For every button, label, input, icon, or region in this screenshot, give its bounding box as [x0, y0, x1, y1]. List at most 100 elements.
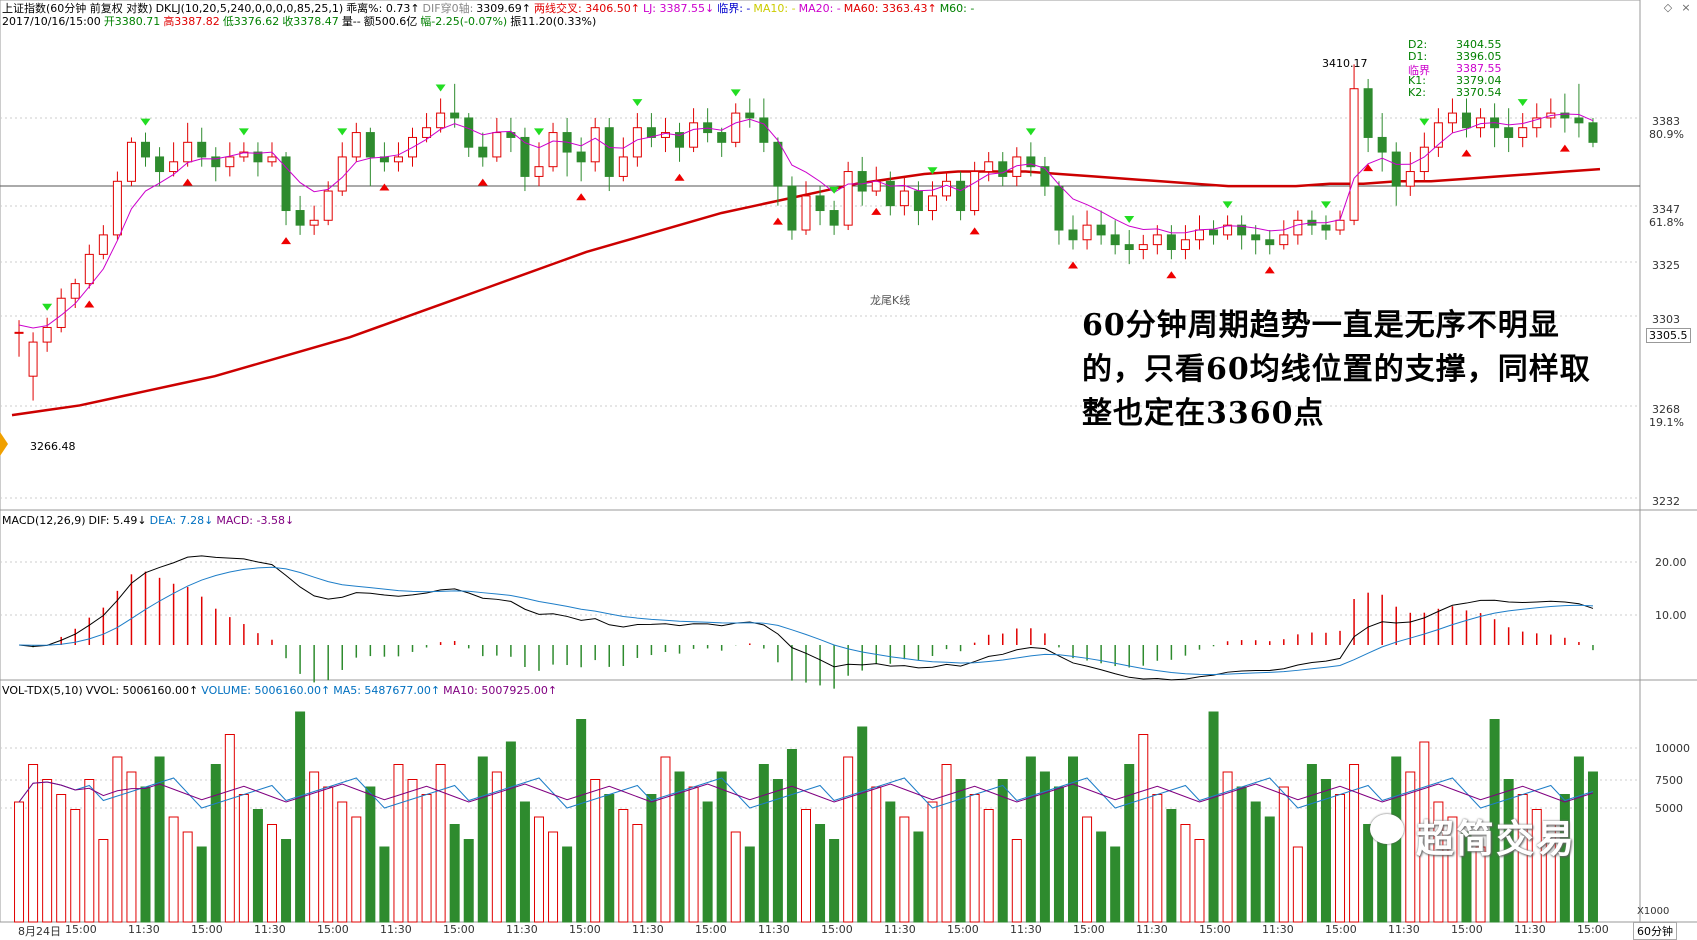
candle-body: [1321, 224, 1331, 231]
timeframe-label[interactable]: 60分钟: [1633, 922, 1677, 940]
restore-icon[interactable]: ◇: [1663, 1, 1673, 14]
candle-body: [1293, 219, 1303, 236]
buy-signal-icon: [674, 173, 685, 181]
candle-body: [1152, 234, 1162, 246]
time-axis-label: 11:30: [884, 923, 916, 936]
volume-bar: [252, 809, 263, 923]
volume-bar: [1278, 786, 1289, 923]
time-axis-label: 15:00: [317, 923, 349, 936]
macd-header: MACD(12,26,9) DIF: 5.49↓ DEA: 7.28↓ MACD: -…: [2, 514, 297, 527]
volume-bar: [576, 719, 587, 923]
header-field: VVOL: 5006160.00↑: [85, 684, 199, 697]
header-field: 收3378.47: [282, 15, 339, 28]
candle-body: [337, 156, 347, 192]
low-mark-label: 3266.48: [30, 440, 76, 453]
candle-body: [717, 132, 727, 143]
volume-bar: [1489, 719, 1500, 923]
candle-body: [675, 132, 685, 148]
header-field: LJ: 3387.55↓: [642, 2, 715, 15]
volume-bar: [421, 794, 432, 923]
volume-bar: [1377, 839, 1388, 923]
candle-body: [801, 195, 811, 231]
sell-signal-icon: [632, 99, 643, 107]
candle-body: [660, 132, 670, 138]
candle-body: [183, 141, 193, 163]
volume-bar: [449, 824, 460, 923]
candle-body: [646, 127, 656, 138]
candle-body: [478, 146, 488, 158]
volume-ma10-line: [18, 781, 1594, 803]
level-name: 临界: [1408, 64, 1430, 77]
volume-bar: [997, 779, 1008, 923]
header-field: DEA: 7.28↓: [149, 514, 214, 527]
candle-body: [56, 297, 66, 328]
volume-bar: [1110, 846, 1121, 923]
volume-bar: [1559, 794, 1570, 923]
header-field: 额500.6亿: [363, 15, 418, 28]
volume-bar: [1405, 771, 1416, 923]
header-field: MA10: 5007925.00↑: [443, 684, 558, 697]
buy-signal-icon: [379, 183, 390, 191]
volume-bar: [182, 831, 193, 923]
level-name: K2:: [1408, 86, 1426, 99]
volume-bar: [885, 801, 896, 923]
close-icon[interactable]: ×: [1681, 1, 1691, 14]
cursor-marker-icon: [0, 432, 8, 456]
volume-bar: [1461, 831, 1472, 923]
sell-signal-icon: [435, 84, 446, 92]
volume-bar: [84, 779, 95, 923]
candle-body: [14, 331, 24, 334]
price-axis-label: 3268: [1652, 403, 1680, 416]
volume-bar: [899, 816, 910, 923]
header-field: 上证指数(60分钟 前复权 对数): [2, 2, 153, 15]
header-field: DIF: 5.49↓: [88, 514, 147, 527]
header-field: 两线交叉: 3406.50↑: [534, 2, 640, 15]
price-axis-label: 3383: [1652, 115, 1680, 128]
candle-body: [1476, 117, 1486, 129]
candle-body: [899, 190, 909, 207]
sell-signal-icon: [238, 128, 249, 136]
volume-bar: [309, 771, 320, 923]
candle-body: [1166, 234, 1176, 251]
volume-bar: [407, 779, 418, 923]
volume-bar: [1250, 801, 1261, 923]
volume-bar: [70, 809, 81, 923]
candle-body: [98, 234, 108, 255]
volume-bar: [1236, 786, 1247, 923]
candle-body: [1180, 239, 1190, 251]
volume-bar: [1335, 794, 1346, 923]
candle-body: [197, 141, 207, 158]
header-field: 2017/10/16/15:00: [2, 15, 101, 28]
candle-body: [1461, 112, 1471, 129]
volume-bar: [505, 741, 516, 923]
buy-signal-icon: [772, 217, 783, 225]
volume-bar: [168, 816, 179, 923]
volume-bar: [1433, 801, 1444, 923]
annotation-text: 60分钟周期趋势一直是无序不明显的，只看60均线位置的支撑，同样取整也定在336…: [1082, 308, 1591, 431]
candle-body: [253, 151, 263, 163]
volume-bar: [154, 756, 165, 923]
header-field: M60: -: [939, 2, 975, 15]
volume-bar: [379, 846, 390, 923]
header-field: VOLUME: 5006160.00↑: [201, 684, 331, 697]
candle-body: [1082, 224, 1092, 241]
candle-body: [1251, 234, 1261, 241]
volume-bar: [14, 801, 25, 923]
volume-bar: [238, 794, 249, 923]
header-field: 幅-2.25(-0.07%): [420, 15, 508, 28]
candle-body: [155, 156, 165, 173]
buy-signal-icon: [1559, 144, 1570, 152]
buy-signal-icon: [477, 178, 488, 186]
level-value: 3396.05: [1456, 50, 1502, 63]
header-field: VOL-TDX(5,10): [2, 684, 83, 697]
time-axis-label: 11:30: [254, 923, 286, 936]
volume-bar: [463, 839, 474, 923]
volume-bar: [477, 756, 488, 923]
volume-bar: [351, 816, 362, 923]
current-price-label: 3305.5: [1646, 328, 1691, 343]
candle-body: [1194, 229, 1204, 241]
candle-body: [42, 326, 52, 343]
candle-body: [1124, 244, 1134, 251]
header-field: 量--: [341, 15, 361, 28]
